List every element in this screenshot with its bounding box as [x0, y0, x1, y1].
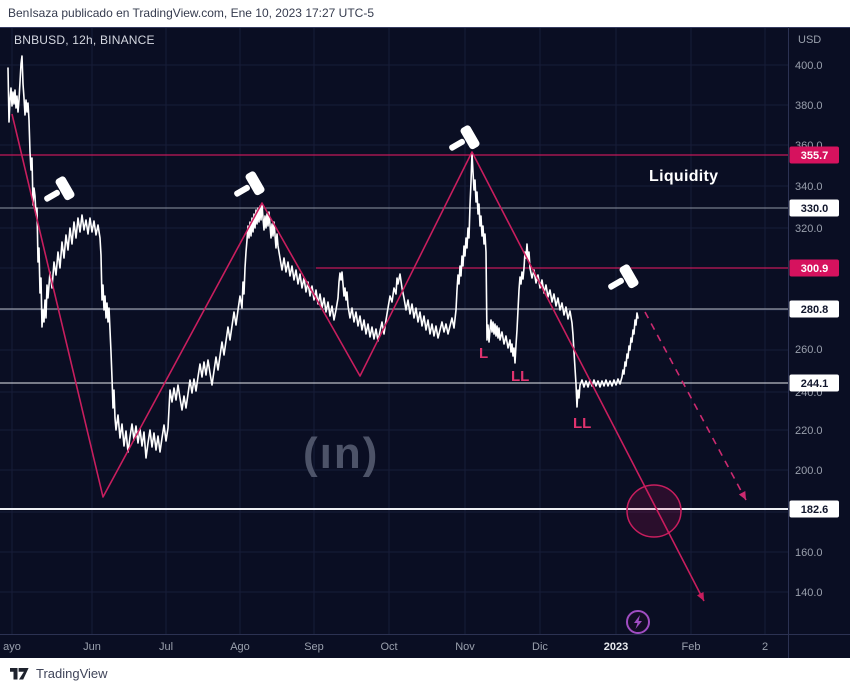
dashed-projection-arrow[interactable]: [644, 311, 747, 501]
gavel-icon: [449, 125, 480, 151]
y-axis-tick: 160.0: [795, 547, 823, 559]
structure-label: LL: [573, 415, 591, 432]
y-axis-tick: 400.0: [795, 60, 823, 72]
price-badge-label: 330.0: [801, 203, 829, 215]
projection-circle[interactable]: [626, 484, 682, 538]
y-axis-tick: 320.0: [795, 223, 823, 235]
price-badge-label: 355.7: [801, 150, 829, 162]
x-axis-tick: Ago: [230, 641, 250, 653]
x-axis-tick: Oct: [380, 641, 397, 653]
beincrypto-watermark: (ın): [303, 429, 380, 478]
price-chart[interactable]: LLLLL400.0380.0360.0340.0320.0300.0280.0…: [0, 27, 850, 658]
x-axis-tick: Jul: [159, 641, 173, 653]
y-axis-tick: 340.0: [795, 181, 823, 193]
x-axis-tick: 2023: [604, 641, 628, 653]
price-badge-label: 280.8: [801, 304, 829, 316]
y-axis-tick: 200.0: [795, 465, 823, 477]
trend-line[interactable]: [11, 113, 705, 602]
x-axis-tick: 2: [762, 641, 768, 653]
tradingview-brand[interactable]: TradingView: [36, 666, 108, 681]
price-badge: [789, 374, 839, 392]
x-axis-tick: Jun: [83, 641, 101, 653]
currency-label: USD: [798, 34, 822, 46]
arrowhead: [697, 592, 704, 601]
lightning-bolt-icon: [634, 615, 642, 629]
y-axis-tick: 380.0: [795, 100, 823, 112]
price-badge: [789, 146, 839, 164]
price-badge-label: 244.1: [801, 378, 829, 390]
price-badge-label: 182.6: [801, 504, 829, 516]
gavel-icon: [608, 264, 639, 290]
price-badge: [789, 259, 839, 277]
byline: BenIsaza publicado en TradingView.com, E…: [8, 6, 375, 20]
structure-label: L: [479, 345, 488, 362]
price-badge: [789, 300, 839, 318]
y-axis-tick: 260.0: [795, 344, 823, 356]
gavel-icon: [44, 176, 75, 202]
y-axis-tick: 220.0: [795, 425, 823, 437]
x-axis-tick: Nov: [455, 641, 475, 653]
liquidity-annotation: Liquidity: [649, 168, 719, 185]
chart-title: BNBUSD, 12h, BINANCE: [14, 33, 155, 47]
footer: TradingView: [0, 658, 850, 689]
price-badge: [789, 500, 839, 518]
structure-label: LL: [511, 368, 529, 385]
price-line: [7, 55, 639, 459]
price-badge: [789, 199, 839, 217]
y-axis-tick: 140.0: [795, 587, 823, 599]
price-badge-label: 300.9: [801, 263, 829, 275]
chart-background: [0, 27, 850, 658]
arrowhead: [738, 491, 746, 500]
gavel-icon: [234, 171, 265, 197]
x-axis-tick: Feb: [682, 641, 701, 653]
x-axis-tick: ayo: [3, 641, 21, 653]
x-axis-tick: Dic: [532, 641, 548, 653]
x-axis-tick: Sep: [304, 641, 324, 653]
tradingview-logo-icon[interactable]: [10, 666, 29, 681]
